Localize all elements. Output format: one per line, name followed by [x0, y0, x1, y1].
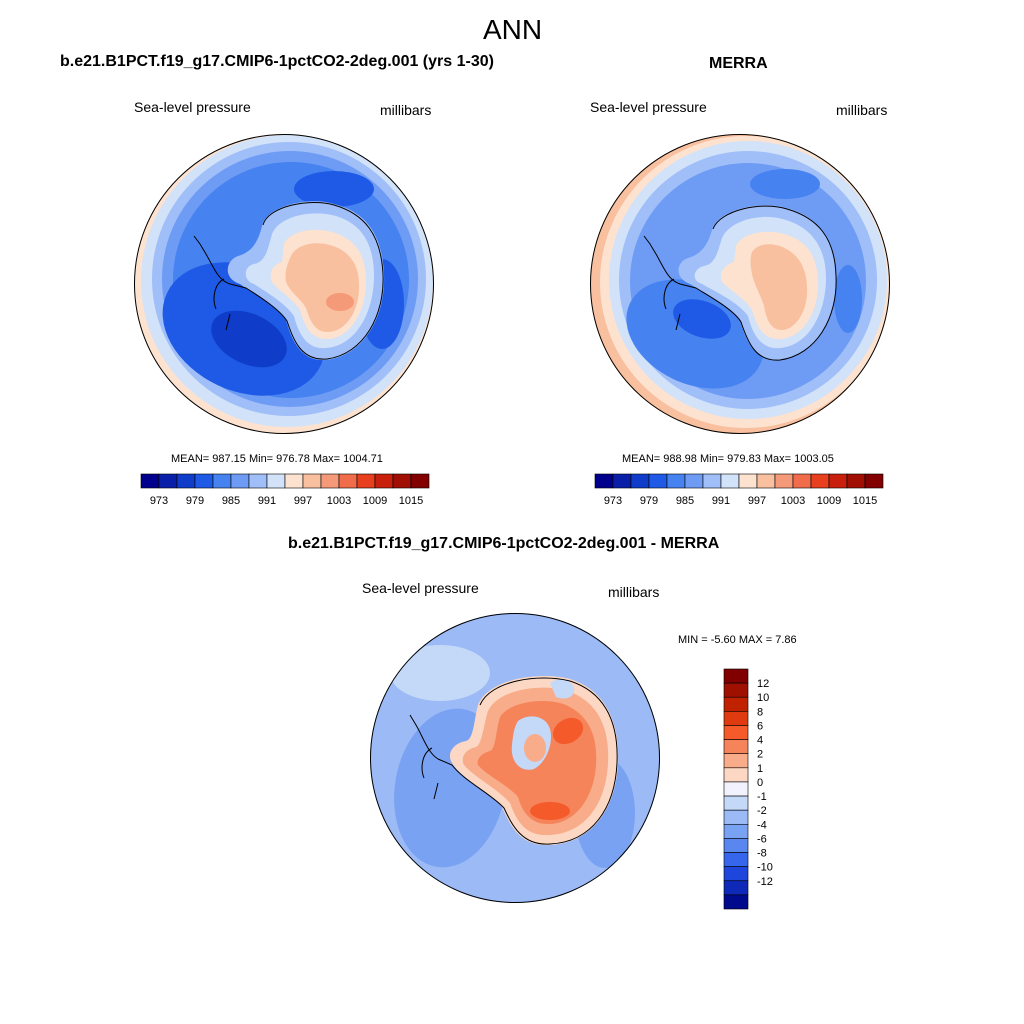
- colorbar-box: [723, 711, 749, 726]
- colorbar-tick-label: 2: [757, 749, 763, 761]
- page-title: ANN: [483, 14, 543, 45]
- obs-variable-label: Sea-level pressure: [590, 99, 707, 115]
- colorbar-box: [723, 880, 749, 896]
- diff-polar-map: [370, 613, 660, 903]
- colorbar-tick-label: 997: [748, 495, 766, 507]
- colorbar-box: [723, 866, 749, 882]
- colorbar-box: [338, 473, 358, 489]
- colorbar-tick-label: 1009: [363, 495, 387, 507]
- colorbar-box: [723, 795, 749, 811]
- colorbar-box: [302, 473, 322, 489]
- colorbar-tick-label: 991: [712, 495, 730, 507]
- colorbar-box: [194, 473, 214, 489]
- model-polar-map: [134, 134, 434, 434]
- colorbar-tick-label: 4: [757, 735, 763, 747]
- colorbar-box: [648, 473, 668, 489]
- model-variable-label: Sea-level pressure: [134, 99, 251, 115]
- colorbar-box: [723, 753, 749, 769]
- colorbar-box: [410, 473, 430, 489]
- colorbar-box: [723, 668, 749, 684]
- colorbar-tick-label: 1009: [817, 495, 841, 507]
- colorbar-box: [176, 473, 196, 489]
- colorbar-box: [723, 682, 749, 698]
- colorbar-box: [666, 473, 686, 489]
- colorbar-tick-label: 979: [186, 495, 204, 507]
- colorbar-box: [846, 473, 866, 489]
- colorbar-box: [792, 473, 812, 489]
- colorbar-tick-label: 1003: [327, 495, 351, 507]
- colorbar-tick-label: -2: [757, 805, 767, 817]
- colorbar-tick-label: 973: [150, 495, 168, 507]
- colorbar-tick-label: -10: [757, 862, 773, 874]
- colorbar-box: [212, 473, 232, 489]
- diff-stats: MIN = -5.60 MAX = 7.86: [678, 634, 797, 646]
- colorbar-box: [356, 473, 376, 489]
- colorbar-tick-label: -6: [757, 833, 767, 845]
- colorbar-tick-label: -1: [757, 791, 767, 803]
- obs-stats: MEAN= 988.98 Min= 979.83 Max= 1003.05: [622, 453, 834, 465]
- colorbar-box: [248, 473, 268, 489]
- colorbar-box: [723, 767, 749, 783]
- colorbar-tick-label: 1003: [781, 495, 805, 507]
- colorbar-box: [702, 473, 722, 489]
- colorbar-box: [723, 894, 749, 910]
- colorbar-tick-label: 10: [757, 692, 769, 704]
- colorbar-box: [320, 473, 340, 489]
- colorbar-tick-label: 12: [757, 678, 769, 690]
- colorbar-box: [612, 473, 632, 489]
- model-panel-heading: b.e21.B1PCT.f19_g17.CMIP6-1pctCO2-2deg.0…: [60, 53, 494, 70]
- colorbar-box: [374, 473, 394, 489]
- obs-colorbar: 973 979 985 991 997 1003 1009 1015: [594, 473, 884, 507]
- colorbar-tick-label: -8: [757, 848, 767, 860]
- colorbar-box: [594, 473, 614, 489]
- obs-panel-heading: MERRA: [709, 55, 768, 72]
- diff-panel-heading: b.e21.B1PCT.f19_g17.CMIP6-1pctCO2-2deg.0…: [288, 535, 720, 552]
- colorbar-box: [864, 473, 884, 489]
- colorbar-box: [723, 823, 749, 839]
- colorbar-tick-label: 8: [757, 706, 763, 718]
- colorbar-box: [810, 473, 830, 489]
- colorbar-box: [230, 473, 250, 489]
- colorbar-box: [140, 473, 160, 489]
- colorbar-box: [723, 739, 749, 755]
- colorbar-box: [723, 781, 749, 797]
- colorbar-box: [738, 473, 758, 489]
- colorbar-tick-label: 979: [640, 495, 658, 507]
- colorbar-tick-label: 985: [222, 495, 240, 507]
- obs-units-label: millibars: [836, 102, 888, 118]
- colorbar-tick-label: 973: [604, 495, 622, 507]
- colorbar-box: [630, 473, 650, 489]
- colorbar-box: [828, 473, 848, 489]
- diff-units-label: millibars: [608, 584, 660, 600]
- colorbar-box: [723, 809, 749, 825]
- colorbar-box: [723, 725, 749, 740]
- colorbar-tick-label: 1015: [853, 495, 877, 507]
- colorbar-tick-label: 985: [676, 495, 694, 507]
- colorbar-box: [720, 473, 740, 489]
- model-units-label: millibars: [380, 102, 432, 118]
- colorbar-box: [756, 473, 776, 489]
- colorbar-box: [284, 473, 304, 489]
- colorbar-box: [723, 838, 749, 853]
- colorbar-box: [774, 473, 794, 489]
- model-stats: MEAN= 987.15 Min= 976.78 Max= 1004.71: [171, 453, 383, 465]
- colorbar-tick-label: 6: [757, 720, 763, 732]
- colorbar-box: [723, 696, 749, 712]
- colorbar-tick-label: 1: [757, 763, 763, 775]
- colorbar-tick-label: 991: [258, 495, 276, 507]
- colorbar-tick-label: 1015: [399, 495, 423, 507]
- colorbar-box: [158, 473, 178, 489]
- colorbar-box: [684, 473, 704, 489]
- diff-variable-label: Sea-level pressure: [362, 580, 479, 596]
- colorbar-box: [266, 473, 286, 489]
- colorbar-tick-label: -12: [757, 876, 773, 888]
- colorbar-tick-label: 997: [294, 495, 312, 507]
- model-colorbar: 973 979 985 991 997 1003 1009 1015: [140, 473, 430, 507]
- colorbar-tick-label: 0: [757, 777, 763, 789]
- colorbar-box: [392, 473, 412, 489]
- colorbar-tick-label: -4: [757, 819, 767, 831]
- colorbar-box: [723, 852, 749, 867]
- obs-polar-map: [590, 134, 890, 434]
